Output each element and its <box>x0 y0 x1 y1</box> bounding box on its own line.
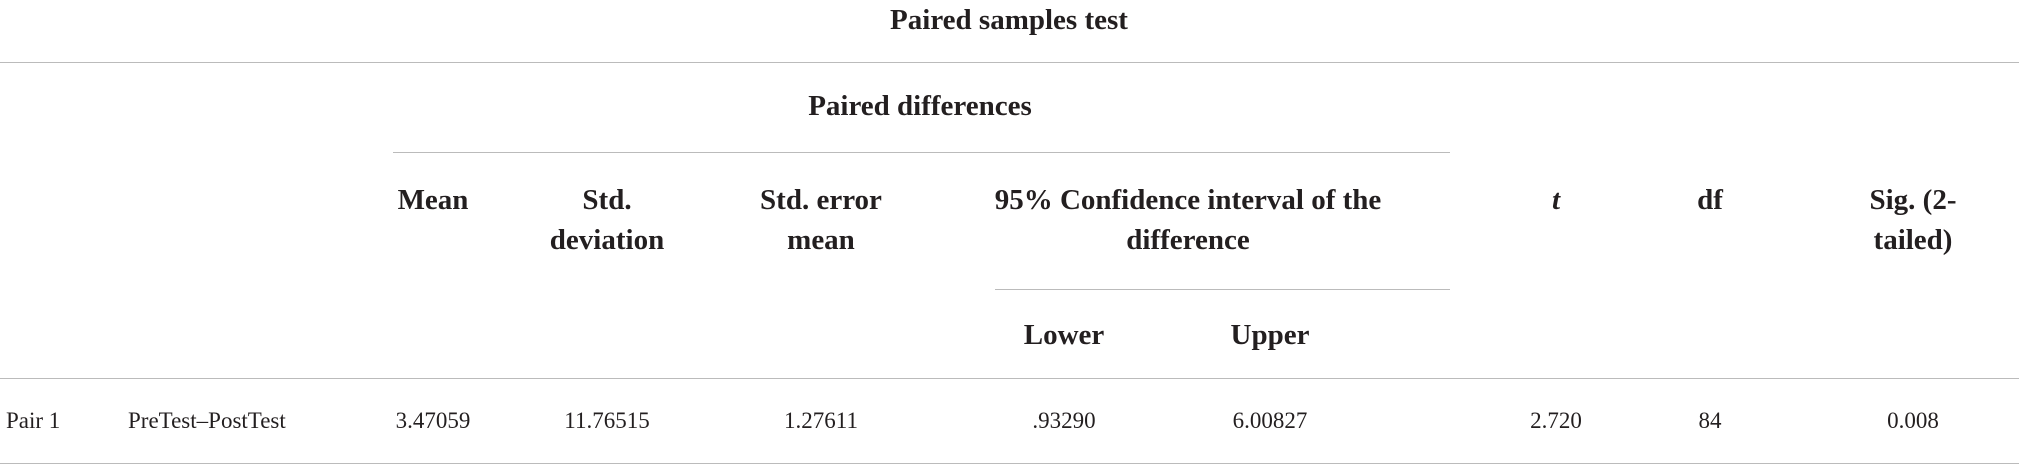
group-header: Paired differences <box>808 90 1032 122</box>
cell: 1.27611 <box>784 408 858 433</box>
column-header: Mean <box>397 184 469 216</box>
rule <box>0 62 2019 63</box>
table-title: Paired samples test <box>890 4 1128 36</box>
rule <box>0 463 2019 464</box>
column-header: 95% Confidence interval of the differenc… <box>994 184 1382 256</box>
column-header: t <box>1551 184 1561 216</box>
cell: 2.720 <box>1530 408 1582 433</box>
cell: 84 <box>1698 408 1722 433</box>
cell: 6.00827 <box>1232 408 1308 433</box>
row-label: Pair 1 <box>6 408 61 433</box>
cell: 3.47059 <box>395 408 471 433</box>
column-header: Sig. (2-tailed) <box>1869 184 1957 256</box>
cell: .93290 <box>1032 408 1096 433</box>
row-label: PreTest–PostTest <box>128 408 286 433</box>
subcolumn-header: Lower <box>1023 319 1105 351</box>
rule <box>995 289 1450 290</box>
subcolumn-header: Upper <box>1230 319 1310 351</box>
rule <box>393 152 1450 153</box>
column-header: Std. deviation <box>549 184 665 256</box>
column-header: Std. error mean <box>760 184 882 256</box>
column-header: df <box>1697 184 1723 216</box>
rule <box>0 378 2019 379</box>
cell: 0.008 <box>1887 408 1939 433</box>
cell: 11.76515 <box>564 408 650 433</box>
